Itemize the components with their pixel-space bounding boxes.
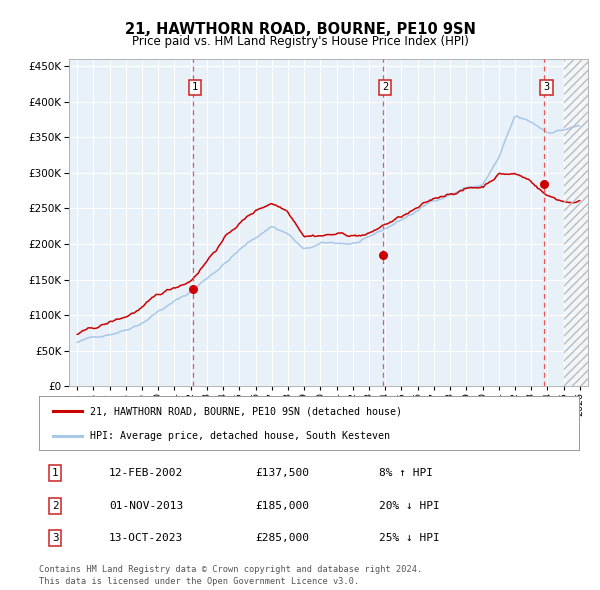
Text: 20% ↓ HPI: 20% ↓ HPI: [379, 501, 440, 511]
Text: Price paid vs. HM Land Registry's House Price Index (HPI): Price paid vs. HM Land Registry's House …: [131, 35, 469, 48]
Text: 8% ↑ HPI: 8% ↑ HPI: [379, 468, 433, 478]
Text: 21, HAWTHORN ROAD, BOURNE, PE10 9SN: 21, HAWTHORN ROAD, BOURNE, PE10 9SN: [125, 22, 475, 37]
Text: 3: 3: [544, 83, 550, 93]
Text: 3: 3: [52, 533, 58, 543]
Text: 2: 2: [52, 501, 58, 511]
Text: 12-FEB-2002: 12-FEB-2002: [109, 468, 184, 478]
Text: 01-NOV-2013: 01-NOV-2013: [109, 501, 184, 511]
Text: £137,500: £137,500: [255, 468, 309, 478]
Bar: [563, 59, 588, 386]
Text: This data is licensed under the Open Government Licence v3.0.: This data is licensed under the Open Gov…: [39, 577, 359, 586]
Text: HPI: Average price, detached house, South Kesteven: HPI: Average price, detached house, Sout…: [90, 431, 391, 441]
Text: 2: 2: [382, 83, 388, 93]
Text: 1: 1: [192, 83, 198, 93]
Text: 25% ↓ HPI: 25% ↓ HPI: [379, 533, 440, 543]
Text: £285,000: £285,000: [255, 533, 309, 543]
Text: 13-OCT-2023: 13-OCT-2023: [109, 533, 184, 543]
Text: 21, HAWTHORN ROAD, BOURNE, PE10 9SN (detached house): 21, HAWTHORN ROAD, BOURNE, PE10 9SN (det…: [90, 407, 403, 417]
Text: Contains HM Land Registry data © Crown copyright and database right 2024.: Contains HM Land Registry data © Crown c…: [39, 565, 422, 574]
Text: 1: 1: [52, 468, 58, 478]
Text: £185,000: £185,000: [255, 501, 309, 511]
